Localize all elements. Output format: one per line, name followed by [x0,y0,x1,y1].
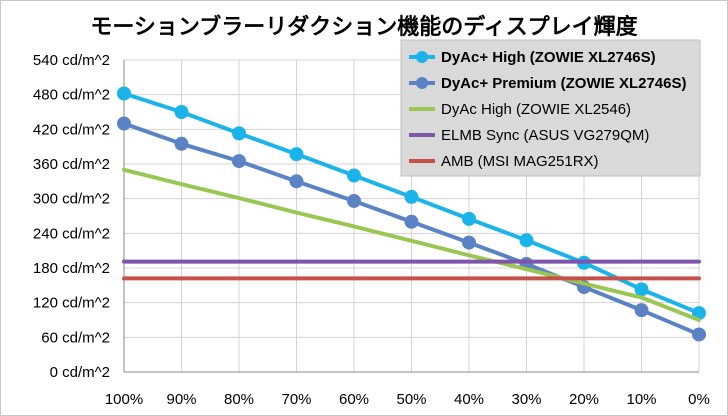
legend-label: AMB (MSI MAG251RX) [441,153,599,170]
y-tick-label: 120 cd/m^2 [33,295,110,312]
legend-label: DyAc High (ZOWIE XL2546) [441,101,631,118]
legend-swatch-marker [416,51,428,63]
x-tick-label: 40% [454,391,484,408]
data-point [634,303,649,318]
chart-title: モーションブラーリダクション機能のディスプレイ輝度 [90,14,638,40]
series-3 [122,167,701,322]
x-tick-label: 50% [396,391,426,408]
data-point [289,147,304,162]
data-point [634,282,649,297]
x-tick-label: 80% [224,391,254,408]
x-tick-label: 70% [281,391,311,408]
x-tick-label: 100% [105,391,143,408]
x-tick-label: 30% [511,391,541,408]
legend-box [400,39,701,177]
legend: DyAc+ High (ZOWIE XL2746S) DyAc+ Premium … [400,39,701,177]
data-point [404,189,419,204]
data-point [174,136,189,151]
x-tick-label: 20% [569,391,599,408]
data-point [462,235,476,250]
legend-item: DyAc+ High (ZOWIE XL2746S) [409,49,656,66]
data-point [232,154,246,169]
data-point [404,214,419,229]
data-point [347,168,361,183]
x-tick-label: 0% [688,391,710,408]
legend-label: DyAc+ Premium (ZOWIE XL2746S) [441,75,687,92]
x-tick-label: 90% [166,391,196,408]
legend-label: DyAc+ High (ZOWIE XL2746S) [441,49,656,66]
x-axis-ticks: 100% 90% 80% 70% 60% 50% 40% 30% 20% 10% 0% [105,391,710,408]
legend-swatch-marker [416,77,428,89]
y-tick-label: 420 cd/m^2 [33,121,110,138]
legend-item: DyAc High (ZOWIE XL2546) [409,101,631,118]
x-tick-label: 10% [626,391,656,408]
y-tick-label: 60 cd/m^2 [41,329,110,346]
data-point [289,174,304,189]
series-group [117,86,706,342]
y-axis-ticks: 0 cd/m^2 60 cd/m^2 120 cd/m^2 180 cd/m^2 240… [33,52,110,381]
y-tick-label: 300 cd/m^2 [33,191,110,208]
y-tick-label: 240 cd/m^2 [33,225,110,242]
x-tick-label: 60% [339,391,369,408]
data-point [117,116,131,131]
legend-item: AMB (MSI MAG251RX) [409,153,599,170]
data-point [692,327,706,342]
data-point [462,211,476,226]
y-tick-label: 360 cd/m^2 [33,156,110,173]
series-line [122,167,701,322]
y-tick-label: 540 cd/m^2 [33,52,110,69]
y-tick-label: 0 cd/m^2 [50,364,110,381]
y-tick-label: 180 cd/m^2 [33,260,110,277]
y-tick-label: 480 cd/m^2 [33,87,110,104]
legend-label: ELMB Sync (ASUS VG279QM) [441,127,649,144]
data-point [519,233,534,248]
data-point [174,105,189,119]
data-point [347,193,361,208]
legend-item: ELMB Sync (ASUS VG279QM) [409,127,649,144]
data-point [117,86,131,101]
legend-item: DyAc+ Premium (ZOWIE XL2746S) [409,75,687,92]
data-point [232,126,246,141]
